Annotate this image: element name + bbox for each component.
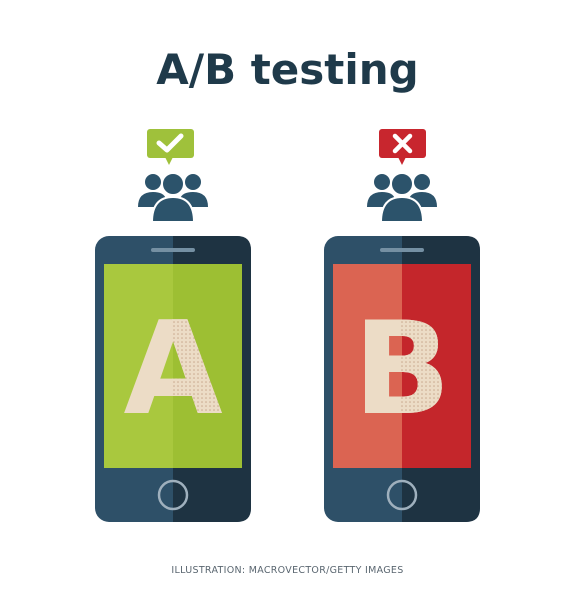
svg-text:B: B (353, 295, 451, 444)
phone-a: A A (95, 236, 251, 522)
page-title: A/B testing (156, 45, 419, 94)
people-group-icon (367, 172, 437, 223)
svg-text:A: A (123, 295, 222, 444)
home-button (386, 479, 418, 511)
image-credit: ILLUSTRATION: MACROVECTOR/GETTY IMAGES (171, 565, 404, 576)
approve-bubble (147, 129, 194, 165)
svg-text:A: A (123, 295, 222, 444)
variant-b: B B (324, 129, 480, 522)
svg-text:B: B (353, 295, 451, 444)
phone-b: B B (324, 236, 480, 522)
reject-bubble (379, 129, 426, 165)
variant-a: A A (95, 129, 251, 522)
letter-a: A A (123, 295, 222, 444)
people-group-icon (138, 172, 208, 223)
x-mark-icon (392, 133, 413, 154)
letter-b: B B (353, 295, 451, 444)
home-button (157, 479, 189, 511)
checkmark-icon (156, 133, 184, 153)
